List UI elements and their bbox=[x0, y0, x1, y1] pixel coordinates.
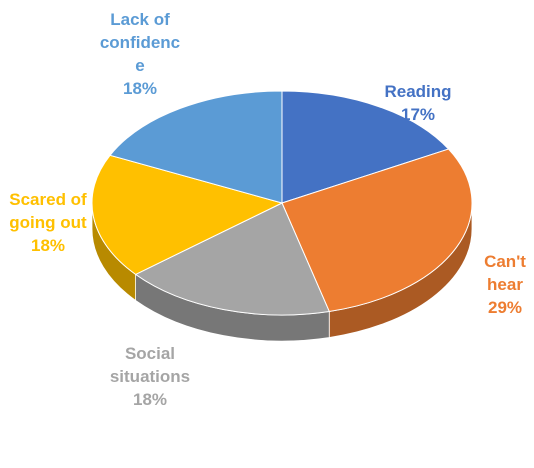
value-label: 17% bbox=[400, 105, 436, 124]
pie-slice bbox=[91, 154, 284, 275]
pie-slice bbox=[281, 148, 473, 313]
data-label: Social situations 18% bbox=[105, 342, 195, 411]
data-label: Scared of going out 18% bbox=[0, 188, 96, 257]
pie-slice bbox=[134, 202, 330, 316]
data-label: Lack of confidence 18% bbox=[97, 8, 183, 100]
category-label: Lack of confidence bbox=[99, 10, 181, 75]
data-label: Can't hear 29% bbox=[470, 250, 534, 319]
category-label: Social situations bbox=[109, 344, 191, 386]
category-label: Scared of going out bbox=[9, 190, 87, 232]
pie-slice bbox=[281, 90, 450, 204]
pie-slice bbox=[109, 90, 283, 204]
value-label: 18% bbox=[132, 390, 168, 409]
category-label: Reading bbox=[384, 82, 452, 101]
value-label: 18% bbox=[30, 236, 66, 255]
value-label: 18% bbox=[122, 79, 158, 98]
data-label: Reading 17% bbox=[368, 80, 468, 126]
category-label: Can't hear bbox=[484, 252, 526, 294]
value-label: 29% bbox=[487, 298, 523, 317]
